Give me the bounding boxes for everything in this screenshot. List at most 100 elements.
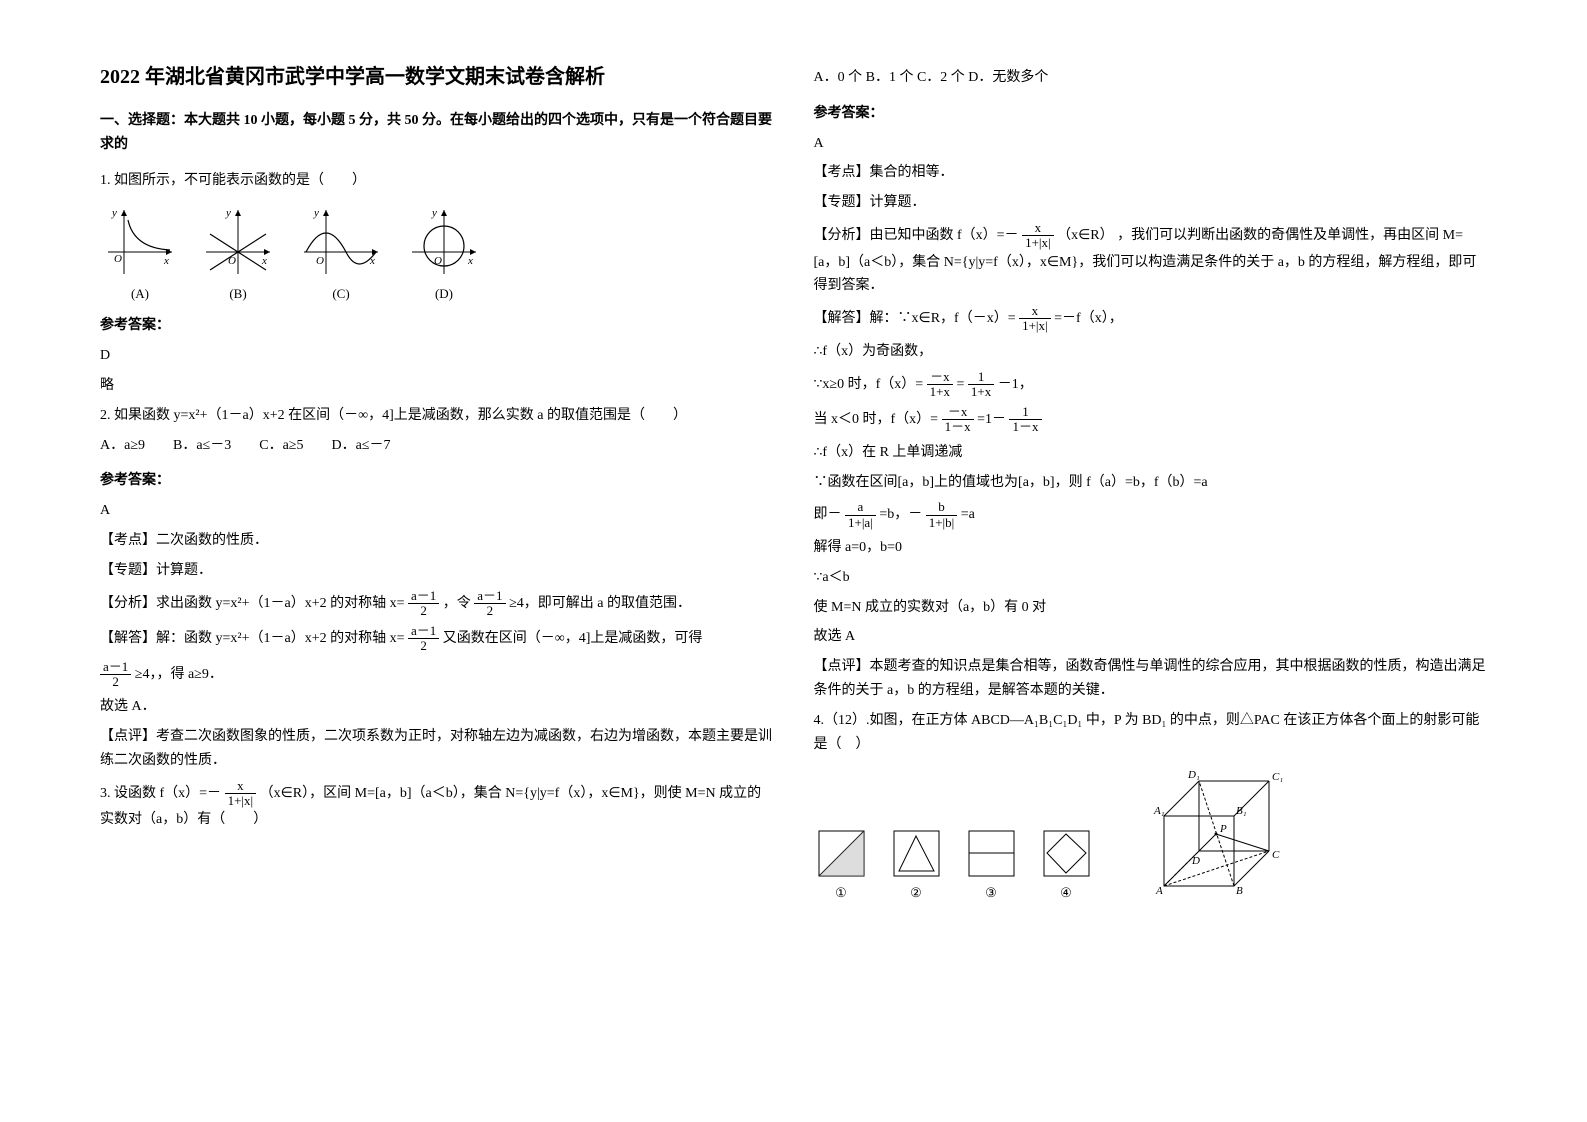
graph-b-label: (B) <box>229 286 246 301</box>
graph-d: O x y (D) <box>404 202 484 302</box>
proj-4: ④ <box>1039 826 1094 901</box>
graph-b: O x y (B) <box>198 202 278 302</box>
q3-jie5: ∴f（x）在 R 上单调递减 <box>814 441 1488 465</box>
frac-a1-2-b: a－12 <box>474 589 505 619</box>
proj-1-label: ① <box>835 885 847 900</box>
graph-c-label: (C) <box>332 286 349 301</box>
frac-negx-1mx: －x1－x <box>942 405 974 435</box>
svg-text:O: O <box>228 255 236 267</box>
q3-answer-label: 参考答案： <box>814 102 1488 126</box>
proj-2-label: ② <box>910 885 922 900</box>
q2-zhuanti: 【专题】计算题． <box>100 559 774 583</box>
graph-a: O x y (A) <box>100 202 180 302</box>
frac-a1-2-c: a－12 <box>408 624 439 654</box>
frac-a1-2-a: a－12 <box>408 589 439 619</box>
q3-jie7-mid: =b，－ <box>879 507 922 522</box>
svg-text:C: C <box>1272 849 1280 861</box>
q2-answer-label: 参考答案： <box>100 469 774 493</box>
q3-jie4: 当 x＜0 时，f（x）= －x1－x =1－ 11－x <box>814 405 1488 435</box>
q3-jie3-mid: = <box>957 377 965 392</box>
q4-stem: 4.（12）.如图，在正方体 ABCD—A₁B₁C₁D₁ 中，P 为 BD₁ 的… <box>814 709 1488 757</box>
f-eq: f（x）=－ <box>957 228 1019 243</box>
svg-text:y: y <box>431 207 437 219</box>
q3-fenxi-pre: 【分析】由已知中函数 <box>814 228 954 243</box>
q2-dianping: 【点评】考查二次函数图象的性质，二次项系数为正时，对称轴左边为减函数，右边为增函… <box>100 725 774 773</box>
q3-jie6: ∵函数在区间[a，b]上的值域也为[a，b]，则 f（a）=b，f（b）=a <box>814 471 1488 495</box>
q3-jie3-pre: ∵x≥0 时，f（x）= <box>814 377 924 392</box>
frac-a1-2-d: a－12 <box>100 660 131 690</box>
svg-text:O: O <box>114 253 122 265</box>
q1-answer: D <box>100 344 774 368</box>
q3-jie1-pre: 【解答】解：∵x∈R，f（－x）= <box>814 311 1016 326</box>
svg-text:y: y <box>111 207 117 219</box>
q3-zhuanti: 【专题】计算题． <box>814 191 1488 215</box>
q3-jie7: 即－ a1+|a| =b，－ b1+|b| =a <box>814 500 1488 530</box>
q3-jie4-mid: =1－ <box>977 412 1006 427</box>
frac-a-1absa: a1+|a| <box>845 500 876 530</box>
q2-fenxi-pre: 【分析】求出函数 y=x²+（1－a）x+2 的对称轴 x= <box>100 596 405 611</box>
q2-jieda: 【解答】解：函数 y=x²+（1－a）x+2 的对称轴 x= a－12 又函数在… <box>100 624 774 654</box>
svg-text:D₁: D₁ <box>1187 769 1200 781</box>
q1-graphs: O x y (A) O x y <box>100 202 774 302</box>
proj-2: ② <box>889 826 944 901</box>
svg-text:B₁: B₁ <box>1236 805 1247 817</box>
q3-kaodian: 【考点】集合的相等． <box>814 161 1488 185</box>
q3-jie1-post: =－f（x）， <box>1054 311 1123 326</box>
svg-text:C₁: C₁ <box>1272 771 1283 783</box>
q3-fenxi: 【分析】由已知中函数 f（x）=－ x1+|x| （x∈R） ，我们可以判断出函… <box>814 221 1488 298</box>
proj-1: ① <box>814 826 869 901</box>
q1-stem: 1. 如图所示，不可能表示函数的是（ ） <box>100 169 774 193</box>
q2-fenxi-post: ≥4，即可解出 a 的取值范围． <box>509 596 691 611</box>
page-title: 2022 年湖北省黄冈市武学中学高一数学文期末试卷含解析 <box>100 60 774 89</box>
graph-a-label: (A) <box>131 286 149 301</box>
q2-fenxi-mid: ，令 <box>443 596 471 611</box>
q1-note: 略 <box>100 374 774 398</box>
f-range: （x∈R） <box>1057 228 1114 243</box>
q2-jieda-pre: 【解答】解：函数 y=x²+（1－a）x+2 的对称轴 x= <box>100 631 405 646</box>
frac-b-1absb: b1+|b| <box>926 500 958 530</box>
q3-opts: A．0 个 B．1 个 C．2 个 D．无数多个 <box>814 66 1488 90</box>
q3-jie11: 故选 A <box>814 625 1488 649</box>
svg-text:A: A <box>1155 885 1163 896</box>
q3-jie7-post: =a <box>961 507 975 522</box>
q4-projections: ① ② ③ ④ <box>814 766 1488 901</box>
q3-answer: A <box>814 132 1488 156</box>
proj-4-label: ④ <box>1060 885 1072 900</box>
svg-text:x: x <box>467 255 473 267</box>
svg-text:y: y <box>225 207 231 219</box>
graph-c: O x y (C) <box>296 202 386 302</box>
svg-text:x: x <box>261 255 267 267</box>
q3-jie2: ∴f（x）为奇函数， <box>814 340 1488 364</box>
q2-jieda-line2-text: ≥4，，得 a≥9． <box>135 667 223 682</box>
svg-text:A₁: A₁ <box>1153 805 1165 817</box>
frac-1-1px: 11+x <box>968 370 994 400</box>
svg-text:y: y <box>313 207 319 219</box>
frac-1-1mx: 11－x <box>1009 405 1041 435</box>
frac-x-1absx-a: x1+|x| <box>225 779 257 809</box>
proj-3-label: ③ <box>985 885 997 900</box>
svg-text:D: D <box>1191 855 1200 867</box>
frac-x-1absx-c: x1+|x| <box>1019 304 1051 334</box>
q3-jie3-post: －1， <box>998 377 1033 392</box>
svg-text:B: B <box>1236 885 1243 896</box>
q3-stem-pre: 3. 设函数 f（x）=－ <box>100 786 221 801</box>
svg-text:x: x <box>163 255 169 267</box>
section-header: 一、选择题：本大题共 10 小题，每小题 5 分，共 50 分。在每小题给出的四… <box>100 109 774 157</box>
q2-stem: 2. 如果函数 y=x²+（1－a）x+2 在区间（－∞，4]上是减函数，那么实… <box>100 404 774 428</box>
q2-fenxi: 【分析】求出函数 y=x²+（1－a）x+2 的对称轴 x= a－12 ，令 a… <box>100 589 774 619</box>
q2-answer: A <box>100 499 774 523</box>
q3-jie3: ∵x≥0 时，f（x）= －x1+x = 11+x －1， <box>814 370 1488 400</box>
q3-dianping: 【点评】本题考查的知识点是集合相等，函数奇偶性与单调性的综合应用，其中根据函数的… <box>814 655 1488 703</box>
frac-negx-1px: －x1+x <box>927 370 953 400</box>
graph-d-label: (D) <box>435 286 453 301</box>
q3-stem: 3. 设函数 f（x）=－ x1+|x| （x∈R），区间 M=[a，b]（a＜… <box>100 779 774 832</box>
q2-guxuan: 故选 A． <box>100 695 774 719</box>
frac-x-1absx-b: x1+|x| <box>1022 221 1054 251</box>
proj-3: ③ <box>964 826 1019 901</box>
q2-jieda-line2: a－12 ≥4，，得 a≥9． <box>100 660 774 690</box>
q3-jie9: ∵a＜b <box>814 566 1488 590</box>
q2-jieda-post: 又函数在区间（－∞，4]上是减函数，可得 <box>443 631 703 646</box>
q3-jie7-pre: 即－ <box>814 507 842 522</box>
q2-kaodian: 【考点】二次函数的性质． <box>100 529 774 553</box>
svg-text:P: P <box>1219 823 1227 835</box>
